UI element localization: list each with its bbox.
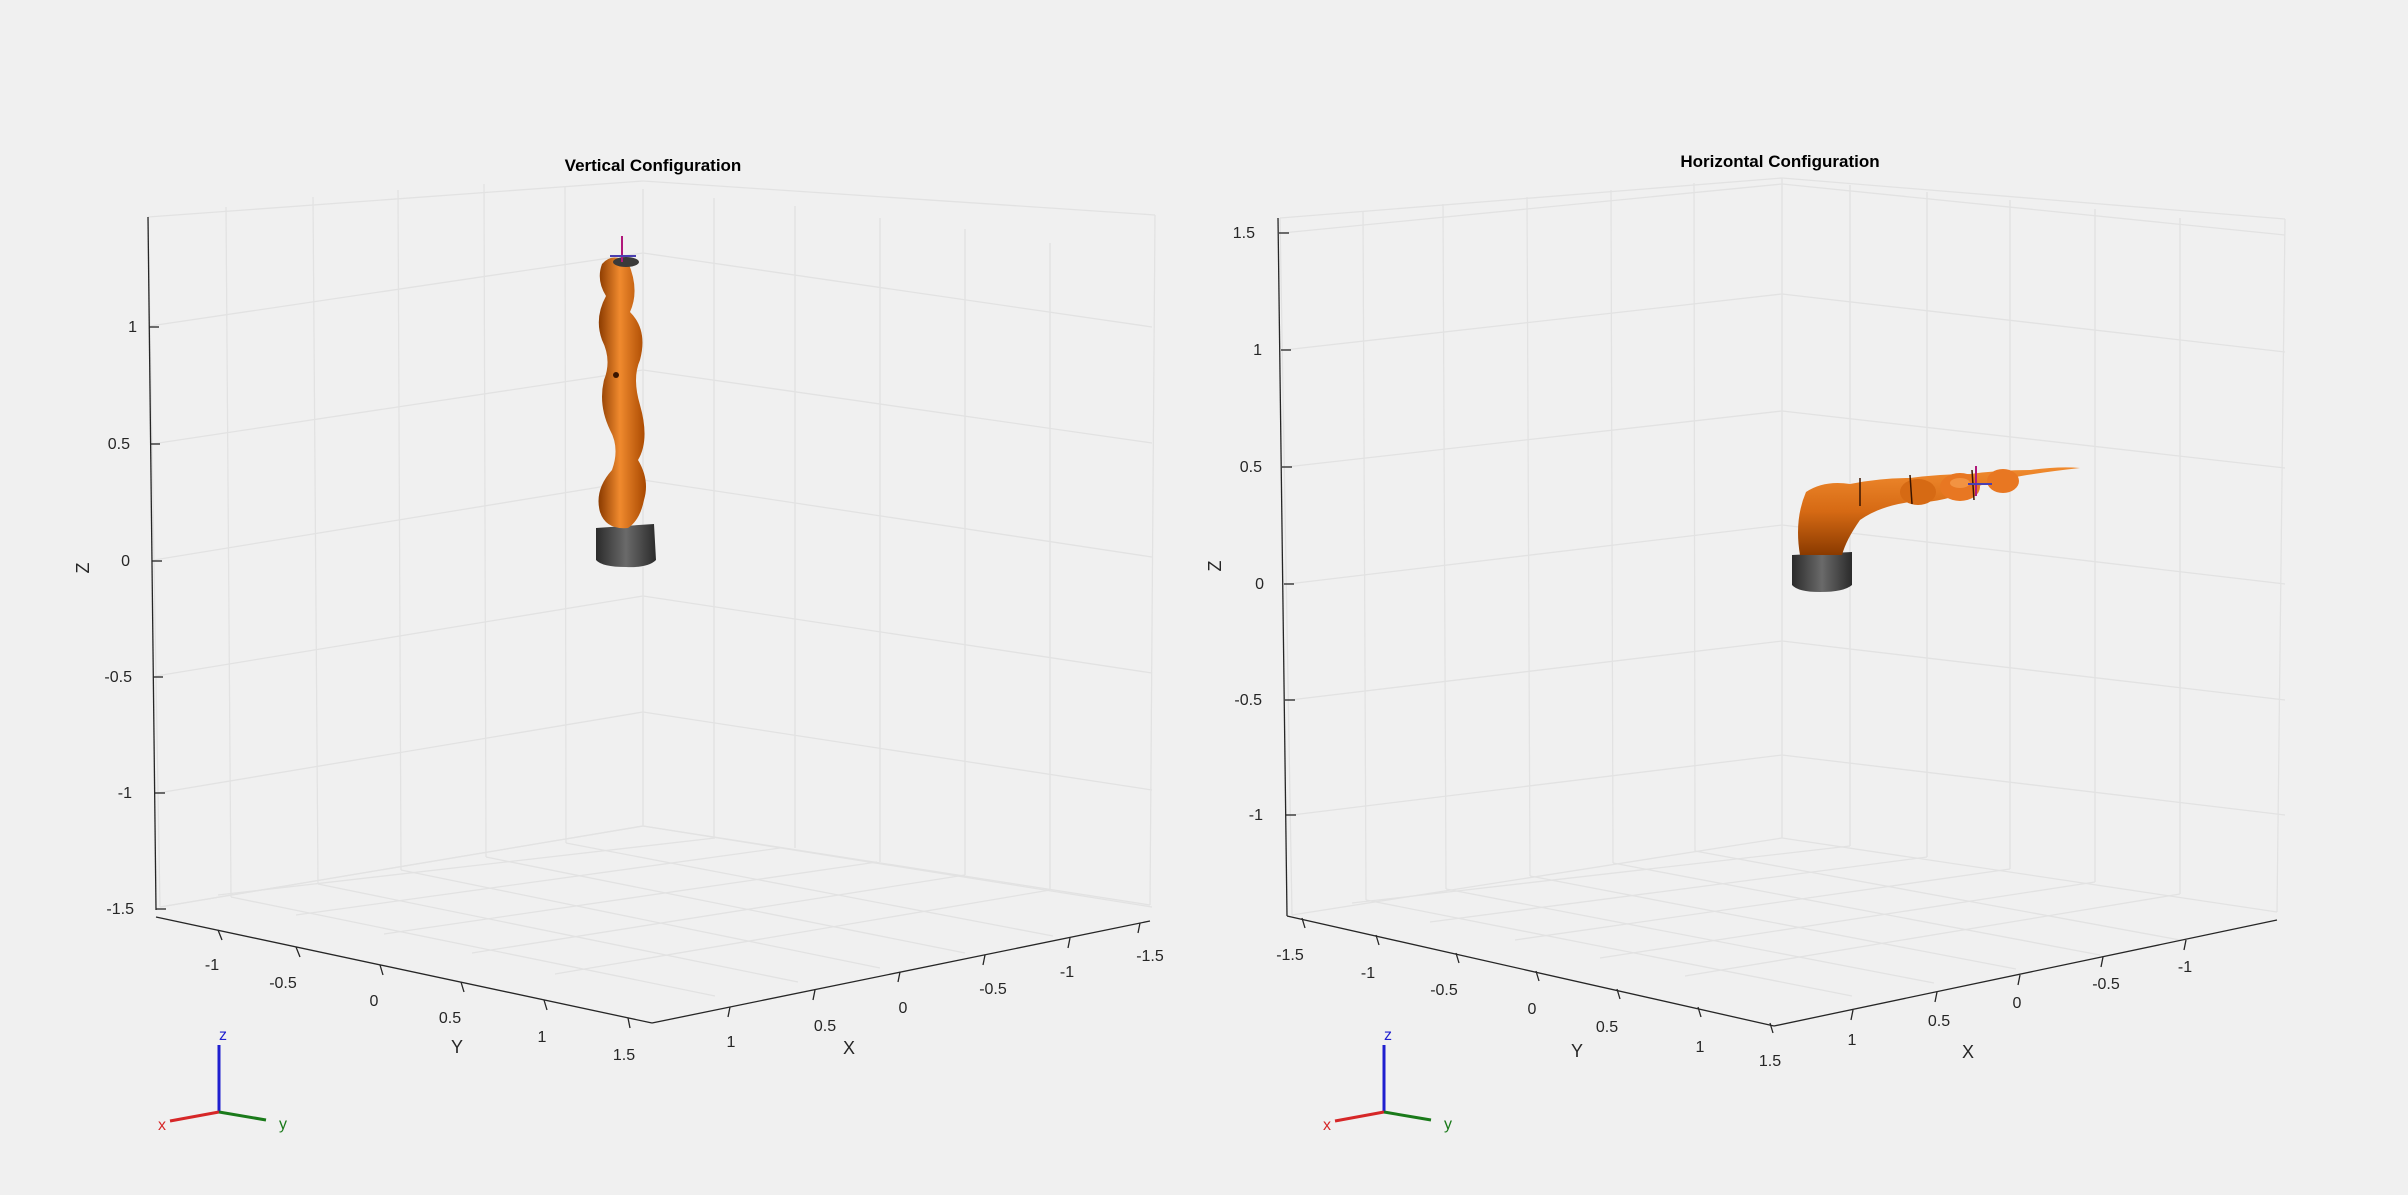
- svg-text:-0.5: -0.5: [1234, 692, 1262, 709]
- left-x-label: X: [843, 1038, 855, 1058]
- svg-text:x: x: [1323, 1117, 1331, 1134]
- svg-text:y: y: [279, 1116, 287, 1133]
- svg-text:0: 0: [370, 993, 379, 1010]
- right-x-ticks: 1 0.5 0 -0.5 -1: [1848, 939, 2192, 1049]
- right-y-label: Y: [1571, 1041, 1583, 1061]
- left-y-label: Y: [451, 1037, 463, 1057]
- svg-text:y: y: [1444, 1116, 1452, 1133]
- svg-text:0: 0: [1528, 1001, 1537, 1018]
- right-axes[interactable]: Horizontal Configuration: [1205, 152, 2286, 1070]
- svg-text:-1.5: -1.5: [1136, 948, 1164, 965]
- svg-text:0.5: 0.5: [814, 1018, 836, 1035]
- left-grid: [147, 180, 1156, 997]
- right-z-axis-line: [1277, 217, 1288, 917]
- left-y-axis-line: [155, 916, 653, 1024]
- left-z-label: Z: [73, 563, 93, 574]
- right-x-axis-line: [1773, 919, 2278, 1027]
- left-z-ticks: 1 0.5 0 -0.5 -1 -1.5: [104, 319, 166, 918]
- svg-text:-1: -1: [2178, 959, 2192, 976]
- svg-text:-1: -1: [1361, 965, 1375, 982]
- left-title: Vertical Configuration: [565, 156, 742, 175]
- right-z-ticks: 1.5 1 0.5 0 -0.5 -1: [1233, 225, 1296, 824]
- axes-triad-left: z x y: [158, 1027, 287, 1134]
- svg-text:-1: -1: [118, 785, 132, 802]
- svg-text:0: 0: [2013, 995, 2022, 1012]
- svg-text:1.5: 1.5: [1233, 225, 1255, 242]
- svg-text:-1.5: -1.5: [1276, 947, 1304, 964]
- svg-text:0: 0: [1255, 576, 1264, 593]
- right-title: Horizontal Configuration: [1680, 152, 1879, 171]
- svg-text:z: z: [1384, 1027, 1392, 1044]
- robot-vertical[interactable]: [596, 236, 656, 568]
- svg-text:1.5: 1.5: [613, 1047, 635, 1064]
- svg-text:-0.5: -0.5: [104, 669, 132, 686]
- left-axes[interactable]: Vertical Configuration: [73, 156, 1164, 1064]
- svg-text:1: 1: [1848, 1032, 1857, 1049]
- svg-text:z: z: [219, 1027, 227, 1044]
- svg-text:1: 1: [128, 319, 137, 336]
- svg-text:1.5: 1.5: [1759, 1053, 1781, 1070]
- svg-text:0.5: 0.5: [1596, 1019, 1618, 1036]
- svg-text:1: 1: [1696, 1039, 1705, 1056]
- svg-text:-0.5: -0.5: [2092, 976, 2120, 993]
- left-y-ticks: -1 -0.5 0 0.5 1 1.5: [205, 929, 635, 1064]
- axes-triad-right: z x y: [1323, 1027, 1452, 1134]
- svg-text:-1.5: -1.5: [106, 901, 134, 918]
- svg-text:0.5: 0.5: [1928, 1013, 1950, 1030]
- svg-text:0: 0: [121, 553, 130, 570]
- left-x-axis-line: [651, 920, 1151, 1024]
- right-x-label: X: [1962, 1042, 1974, 1062]
- svg-text:-1: -1: [205, 957, 219, 974]
- svg-text:1: 1: [727, 1034, 736, 1051]
- svg-text:1: 1: [1253, 342, 1262, 359]
- svg-text:-1: -1: [1060, 964, 1074, 981]
- robot-horizontal[interactable]: [1792, 466, 2080, 592]
- right-grid: [1279, 177, 2286, 997]
- left-x-ticks: 1 0.5 0 -0.5 -1 -1.5: [727, 922, 1164, 1051]
- svg-text:0: 0: [899, 1000, 908, 1017]
- right-z-label: Z: [1205, 561, 1225, 572]
- left-z-axis-line: [147, 216, 157, 911]
- svg-text:1: 1: [538, 1029, 547, 1046]
- svg-text:-0.5: -0.5: [1430, 982, 1458, 999]
- right-y-ticks: -1.5 -1 -0.5 0 0.5 1 1.5: [1276, 917, 1781, 1070]
- svg-text:0.5: 0.5: [108, 436, 130, 453]
- svg-text:0.5: 0.5: [439, 1010, 461, 1027]
- svg-text:-0.5: -0.5: [269, 975, 297, 992]
- svg-text:x: x: [158, 1117, 166, 1134]
- svg-text:-1: -1: [1249, 807, 1263, 824]
- right-y-axis-line: [1286, 915, 1775, 1027]
- svg-text:0.5: 0.5: [1240, 459, 1262, 476]
- svg-text:-0.5: -0.5: [979, 981, 1007, 998]
